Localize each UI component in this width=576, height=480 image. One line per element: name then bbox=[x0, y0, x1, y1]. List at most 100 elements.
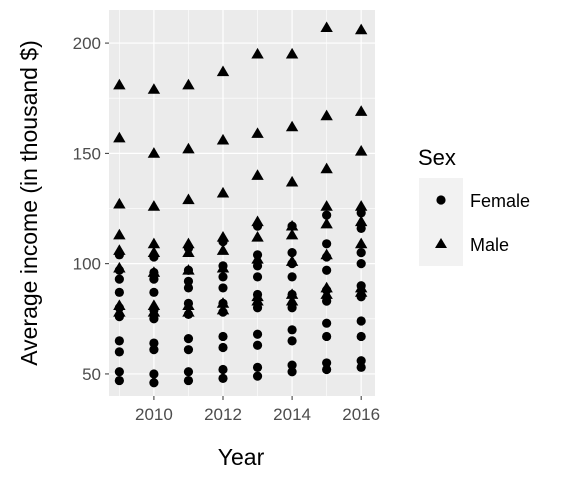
data-point-male bbox=[216, 244, 230, 255]
data-point-female bbox=[252, 272, 263, 282]
data-point-male bbox=[216, 133, 230, 145]
data-point-female bbox=[183, 367, 194, 377]
data-point-male bbox=[182, 78, 195, 90]
data-point-male bbox=[251, 230, 264, 242]
data-point-female bbox=[287, 248, 297, 258]
data-point-male bbox=[147, 200, 161, 211]
data-point-female bbox=[252, 340, 263, 350]
data-point-female bbox=[149, 378, 159, 388]
x-tick-label: 2012 bbox=[204, 405, 242, 424]
data-point-female bbox=[114, 375, 124, 386]
data-point-female bbox=[218, 364, 228, 375]
data-point-female bbox=[287, 325, 297, 335]
data-point-female bbox=[356, 331, 366, 342]
data-point-female bbox=[114, 347, 124, 357]
data-point-male bbox=[285, 255, 299, 266]
data-point-female bbox=[287, 336, 297, 346]
data-point-female bbox=[183, 375, 194, 386]
data-point-male bbox=[354, 237, 368, 249]
data-point-male bbox=[147, 237, 161, 249]
data-point-male bbox=[216, 65, 230, 77]
data-point-male bbox=[182, 237, 195, 249]
data-point-male bbox=[216, 186, 230, 198]
data-point-female bbox=[252, 329, 263, 339]
x-tick-label: 2010 bbox=[135, 405, 173, 424]
data-point-male bbox=[251, 127, 264, 138]
y-axis-title: Average income (in thousand $) bbox=[16, 40, 42, 366]
y-tick-label: 100 bbox=[73, 255, 101, 274]
data-point-male bbox=[113, 131, 126, 143]
data-point-male bbox=[182, 305, 195, 317]
data-point-female bbox=[287, 367, 297, 377]
data-point-male bbox=[354, 144, 368, 156]
data-point-male bbox=[182, 246, 195, 258]
data-point-male bbox=[320, 248, 333, 260]
x-tick-label: 2016 bbox=[342, 405, 380, 424]
data-point-female bbox=[322, 239, 332, 249]
data-point-female bbox=[183, 283, 194, 293]
legend-title: Sex bbox=[418, 145, 456, 170]
data-point-female bbox=[252, 371, 263, 381]
data-point-female bbox=[114, 367, 124, 377]
data-point-female bbox=[356, 316, 366, 326]
data-point-female bbox=[149, 345, 159, 355]
data-point-male bbox=[251, 169, 264, 180]
data-point-male bbox=[113, 78, 126, 90]
data-point-male bbox=[113, 197, 126, 209]
x-tick-label: 2014 bbox=[273, 405, 311, 424]
data-point-male bbox=[251, 47, 264, 59]
data-point-male bbox=[182, 142, 195, 154]
legend: Sex Female Male bbox=[418, 145, 530, 266]
data-point-male bbox=[320, 109, 333, 121]
data-point-female bbox=[218, 283, 228, 293]
data-point-male bbox=[354, 200, 368, 211]
data-point-female bbox=[218, 342, 228, 353]
data-point-female bbox=[322, 265, 332, 275]
data-point-male bbox=[182, 193, 195, 205]
data-point-male bbox=[113, 299, 126, 310]
plot-panel bbox=[109, 10, 375, 396]
data-point-female bbox=[114, 336, 124, 346]
data-point-female bbox=[356, 356, 366, 366]
data-point-male bbox=[216, 303, 230, 315]
legend-label-female: Female bbox=[470, 191, 530, 211]
data-point-female bbox=[149, 338, 159, 348]
y-tick-label: 50 bbox=[82, 365, 101, 384]
data-point-female bbox=[287, 360, 297, 370]
data-point-male bbox=[320, 21, 333, 33]
data-point-male bbox=[285, 175, 299, 187]
data-point-male bbox=[285, 288, 299, 299]
data-point-male bbox=[285, 219, 299, 231]
data-point-female bbox=[149, 287, 159, 297]
data-point-male bbox=[147, 299, 161, 310]
data-point-female bbox=[218, 272, 228, 282]
data-point-female bbox=[322, 331, 332, 342]
data-point-male bbox=[285, 120, 299, 132]
data-point-male bbox=[354, 105, 368, 116]
data-point-male bbox=[147, 266, 161, 277]
data-point-female bbox=[149, 369, 159, 379]
legend-circle-icon bbox=[436, 195, 446, 205]
data-point-male bbox=[113, 228, 126, 240]
data-point-male bbox=[320, 217, 333, 229]
data-points bbox=[113, 21, 368, 388]
data-point-male bbox=[216, 261, 230, 273]
data-point-male bbox=[147, 246, 161, 258]
data-point-male bbox=[182, 299, 195, 310]
data-point-female bbox=[114, 274, 124, 284]
y-tick-label: 150 bbox=[73, 144, 101, 163]
data-point-female bbox=[287, 272, 297, 282]
data-point-female bbox=[356, 259, 366, 269]
data-point-male bbox=[320, 162, 333, 174]
legend-label-male: Male bbox=[470, 235, 509, 255]
data-point-female bbox=[183, 345, 194, 355]
data-point-female bbox=[218, 373, 228, 383]
data-point-male bbox=[354, 23, 368, 35]
data-point-female bbox=[322, 318, 332, 328]
x-axis: 2010 2012 2014 2016 bbox=[135, 396, 380, 424]
x-axis-title: Year bbox=[218, 444, 265, 470]
data-point-male bbox=[320, 281, 333, 293]
data-point-male bbox=[285, 294, 299, 306]
data-point-male bbox=[251, 215, 264, 227]
